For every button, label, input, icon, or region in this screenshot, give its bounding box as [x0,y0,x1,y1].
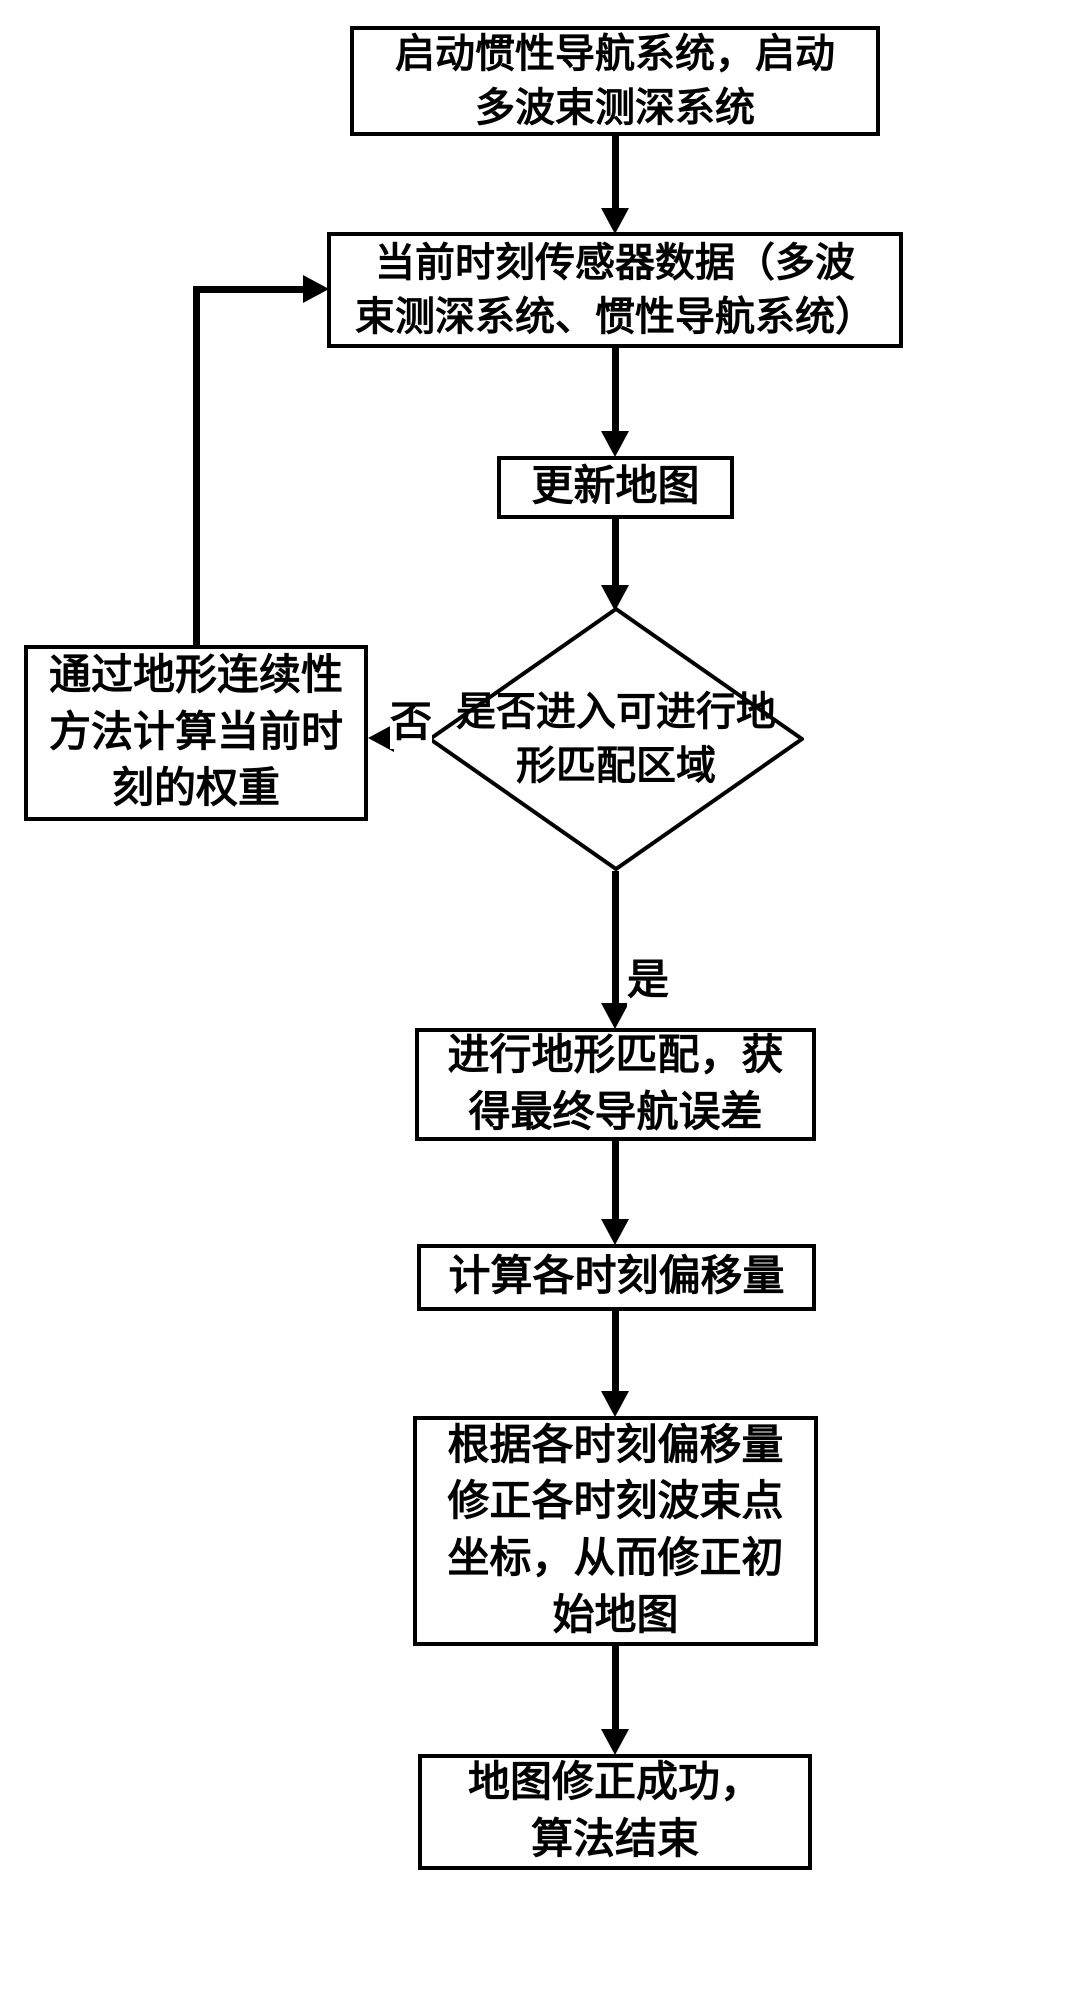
decision-line2: 形匹配区域 [516,743,716,788]
edge-weight-loop-v [193,290,200,645]
edge-offset-correct-head [601,1391,629,1417]
edge-update-decision [612,519,619,587]
end-line1: 地图修正成功， [468,1760,762,1806]
node-update-map-text: 更新地图 [531,459,699,516]
edge-start-sensor [612,136,619,212]
weight-line1: 通过地形连续性 [49,653,343,699]
edge-offset-correct [612,1311,619,1393]
node-start: 启动惯性导航系统，启动 多波束测深系统 [350,26,880,136]
edge-weight-loop-h [193,286,307,293]
weight-line2: 方法计算当前时 [49,710,343,756]
node-correct-map: 根据各时刻偏移量 修正各时刻波束点 坐标，从而修正初 始地图 [413,1416,818,1646]
terrain-line1: 进行地形匹配，获 [447,1033,783,1079]
node-sensor-line1: 当前时刻传感器数据（多波 [375,240,855,285]
node-weight-calc: 通过地形连续性 方法计算当前时 刻的权重 [24,645,368,821]
node-start-line1: 启动惯性导航系统，启动 [395,31,835,76]
node-sensor-line2: 束测深系统、惯性导航系统） [355,294,875,339]
decision-line1: 是否进入可进行地 [456,689,776,734]
edge-terrain-offset [612,1141,619,1221]
node-sensor-data: 当前时刻传感器数据（多波 束测深系统、惯性导航系统） [327,232,903,348]
correct-line4: 始地图 [552,1593,678,1639]
edge-start-sensor-head [601,208,629,234]
node-calc-offset: 计算各时刻偏移量 [417,1244,816,1311]
edge-weight-loop-head [303,275,329,303]
node-update-map: 更新地图 [497,456,734,519]
correct-line1: 根据各时刻偏移量 [447,1423,783,1469]
label-yes: 是 [627,946,669,1007]
edge-correct-end-head [601,1729,629,1755]
edge-terrain-offset-head [601,1219,629,1245]
terrain-line2: 得最终导航误差 [468,1090,762,1136]
node-end: 地图修正成功， 算法结束 [418,1754,812,1870]
edge-sensor-update-head [601,431,629,457]
node-decision-text: 是否进入可进行地 形匹配区域 [456,685,776,793]
node-terrain-match: 进行地形匹配，获 得最终导航误差 [415,1028,816,1141]
correct-line2: 修正各时刻波束点 [447,1479,783,1525]
node-decision-container: 是否进入可进行地 形匹配区域 [428,607,804,871]
end-line2: 算法结束 [531,1817,699,1863]
weight-line3: 刻的权重 [112,766,280,812]
edge-correct-end [612,1646,619,1731]
edge-sensor-update [612,348,619,433]
edge-decision-yes-head [601,1003,629,1029]
correct-line3: 坐标，从而修正初 [447,1536,783,1582]
calc-offset-text: 计算各时刻偏移量 [448,1249,784,1306]
label-no: 否 [390,688,432,749]
edge-decision-yes [612,871,619,1005]
node-start-line2: 多波束测深系统 [475,85,755,130]
